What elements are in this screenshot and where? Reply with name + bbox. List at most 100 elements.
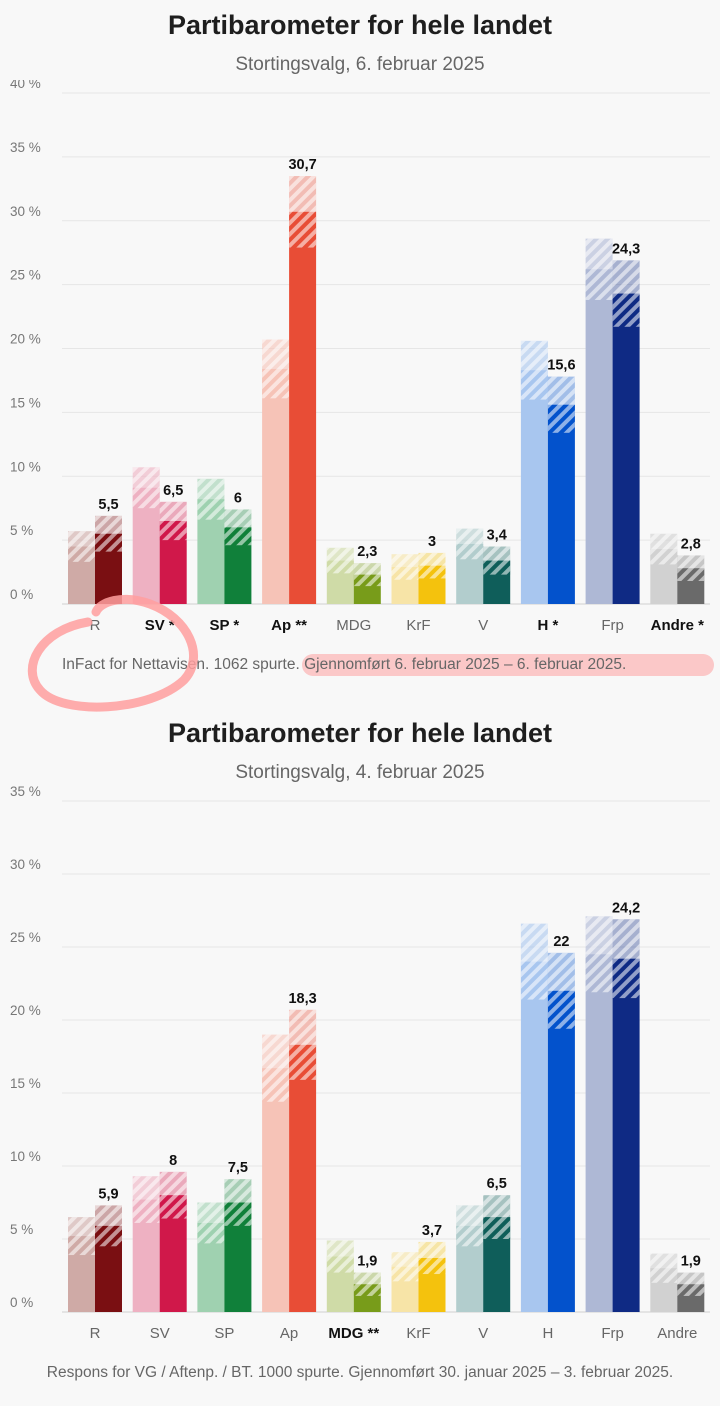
y-tick-label: 25 %: [10, 268, 41, 283]
category-label: Ap: [280, 1325, 298, 1342]
previous-bar-frp: [585, 954, 613, 1312]
current-bar-ap: [289, 1044, 317, 1312]
y-tick-label: 20 %: [10, 1003, 41, 1018]
category-label: Andre *: [651, 617, 705, 634]
data-label: 6,5: [163, 483, 183, 499]
data-label: 1,9: [357, 1254, 377, 1270]
previous-error-hatch: [650, 1253, 678, 1283]
y-tick-label: 10 %: [10, 459, 41, 474]
y-tick-label: 15 %: [10, 395, 41, 410]
category-label: V: [478, 617, 488, 634]
category-label: KrF: [406, 617, 430, 634]
chart1-title: Partibarometer for hele landet: [167, 10, 553, 40]
category-label: KrF: [406, 1325, 430, 1342]
previous-error-hatch: [585, 916, 613, 993]
previous-error-hatch: [520, 923, 548, 1000]
data-label: 2,3: [357, 544, 377, 560]
y-tick-label: 25 %: [10, 930, 41, 945]
y-tick-label: 0 %: [10, 587, 33, 602]
current-error-hatch: [483, 1195, 511, 1239]
current-error-hatch: [95, 1205, 122, 1247]
y-tick-label: 30 %: [10, 857, 41, 872]
previous-error-hatch: [262, 1034, 290, 1102]
chart1-subtitle: Stortingsvalg, 6. februar 2025: [235, 54, 485, 75]
category-label: Ap **: [271, 617, 307, 634]
data-label: 30,7: [288, 157, 316, 173]
data-label: 24,3: [612, 241, 640, 257]
category-label: SP *: [210, 617, 240, 634]
current-error-hatch: [289, 1009, 317, 1080]
y-tick-label: 0 %: [10, 1295, 33, 1310]
previous-bar-h: [520, 370, 548, 604]
previous-error-hatch: [391, 554, 419, 580]
data-label: 24,2: [612, 900, 640, 916]
data-label: 18,3: [288, 991, 316, 1007]
previous-error-hatch: [132, 1176, 160, 1223]
data-label: 5,5: [98, 497, 118, 513]
previous-error-hatch: [326, 547, 354, 574]
current-error-hatch: [612, 919, 640, 999]
chart2-source: Respons for VG / Aftenp. / BT. 1000 spur…: [46, 1364, 674, 1381]
previous-error-hatch: [68, 1217, 95, 1256]
current-error-hatch: [224, 1179, 252, 1226]
data-label: 6,5: [487, 1176, 507, 1192]
data-label: 22: [553, 934, 569, 950]
current-error-hatch: [483, 546, 511, 575]
current-error-hatch: [95, 515, 122, 552]
previous-bar-frp: [585, 269, 613, 604]
category-label: SV: [150, 1325, 170, 1342]
current-error-hatch: [418, 1241, 446, 1275]
current-error-hatch: [224, 509, 252, 546]
current-error-hatch: [547, 376, 575, 433]
source-highlight-mark: [302, 654, 714, 676]
previous-error-hatch: [68, 531, 95, 562]
chart1-source: InFact for Nettavisen. 1062 spurte. Gjen…: [62, 656, 627, 673]
data-label: 8: [169, 1153, 177, 1169]
current-error-hatch: [677, 555, 705, 582]
current-error-hatch: [353, 1272, 381, 1296]
chart2-subtitle: Stortingsvalg, 4. februar 2025: [235, 762, 485, 783]
data-label: 2,8: [681, 536, 701, 552]
previous-error-hatch: [650, 533, 678, 565]
data-label: 5,9: [98, 1186, 118, 1202]
current-bar-ap: [289, 211, 317, 604]
y-tick-label: 10 %: [10, 1149, 41, 1164]
category-label: SP: [214, 1325, 234, 1342]
current-error-hatch: [353, 563, 381, 587]
y-tick-label: 5 %: [10, 1222, 33, 1237]
data-label: 3,4: [487, 528, 507, 544]
chart1-plot: 0 % 5 % 10 % 15 % 20 % 25 % 30 % 35 % 40 % 5,5 R 6,…: [10, 80, 710, 634]
category-label: MDG **: [328, 1325, 379, 1342]
category-label: Frp: [601, 1325, 624, 1342]
data-label: 3: [428, 534, 436, 550]
previous-error-hatch: [197, 478, 225, 520]
y-tick-label: 5 %: [10, 523, 33, 538]
current-bar-frp: [612, 293, 640, 604]
data-label: 6: [234, 490, 242, 506]
y-tick-label: 40 %: [10, 80, 41, 91]
previous-error-hatch: [132, 467, 160, 509]
category-label: R: [90, 617, 101, 634]
previous-error-hatch: [585, 238, 613, 300]
chart2-title: Partibarometer for hele landet: [167, 718, 553, 748]
current-error-hatch: [289, 176, 317, 248]
chart2-plot: 0 % 5 % 10 % 15 % 20 % 25 % 30 % 35 % 5,9 R 8 SV 7,5…: [10, 784, 710, 1342]
category-label: H *: [537, 617, 558, 634]
current-bar-h: [547, 990, 575, 1312]
y-tick-label: 30 %: [10, 204, 41, 219]
data-label: 15,6: [547, 358, 575, 374]
data-label: 7,5: [228, 1160, 248, 1176]
previous-error-hatch: [520, 340, 548, 400]
category-label: Frp: [601, 617, 624, 634]
previous-error-hatch: [326, 1240, 354, 1273]
previous-bar-h: [520, 961, 548, 1312]
y-tick-label: 35 %: [10, 140, 41, 155]
category-label: Andre: [657, 1325, 697, 1342]
category-label: V: [478, 1325, 488, 1342]
previous-error-hatch: [456, 1205, 484, 1247]
category-label: R: [90, 1325, 101, 1342]
current-error-hatch: [677, 1272, 705, 1296]
current-error-hatch: [612, 260, 640, 327]
previous-error-hatch: [197, 1202, 225, 1244]
category-label: MDG: [336, 617, 371, 634]
